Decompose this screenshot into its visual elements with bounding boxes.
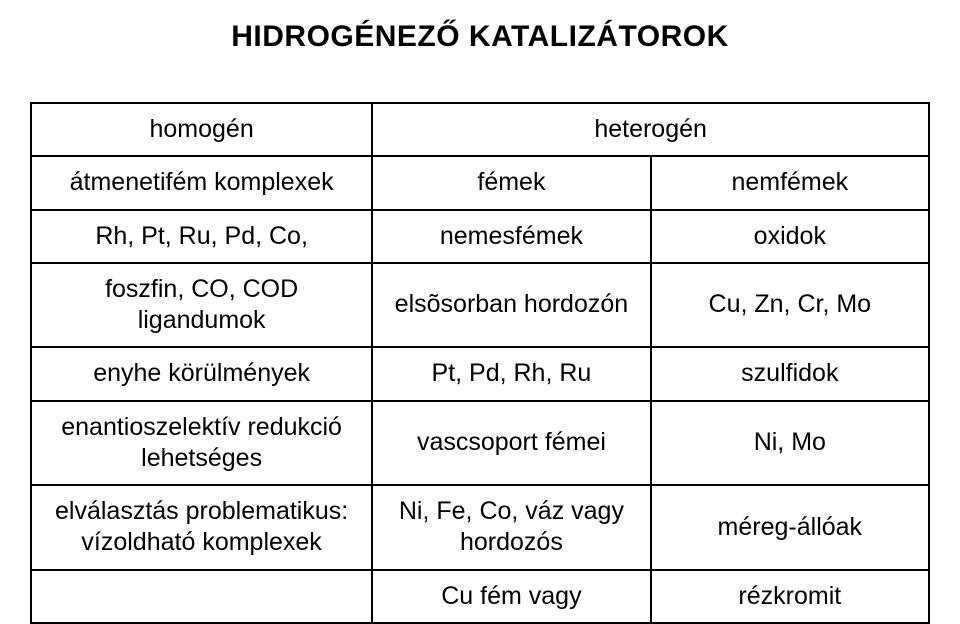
table-row: enantioszelektív redukciólehetséges vasc…	[31, 401, 929, 486]
table-row: foszfin, CO, CODligandumok elsõsorban ho…	[31, 263, 929, 348]
cell: elsõsorban hordozón	[372, 263, 650, 348]
cell: elválasztás problematikus:vízoldható kom…	[31, 485, 372, 570]
header-heterogen: heterogén	[372, 103, 929, 156]
cell	[31, 570, 372, 623]
table-header-row-1: homogén heterogén	[31, 103, 929, 156]
cell: szulfidok	[651, 347, 929, 400]
table-row: elválasztás problematikus:vízoldható kom…	[31, 485, 929, 570]
cell: Ni, Fe, Co, váz vagyhordozós	[372, 485, 650, 570]
cell: Ni, Mo	[651, 401, 929, 486]
cell: enantioszelektív redukciólehetséges	[31, 401, 372, 486]
table-row: Cu fém vagy rézkromit	[31, 570, 929, 623]
table-row: Rh, Pt, Ru, Pd, Co, nemesfémek oxidok	[31, 210, 929, 263]
header-homogen: homogén	[31, 103, 372, 156]
subheader-col2: fémek	[372, 156, 650, 209]
cell: Cu fém vagy	[372, 570, 650, 623]
cell: foszfin, CO, CODligandumok	[31, 263, 372, 348]
subheader-col3: nemfémek	[651, 156, 929, 209]
cell: vascsoport fémei	[372, 401, 650, 486]
catalyst-table: homogén heterogén átmenetifém komplexek …	[30, 102, 930, 624]
cell: méreg-állóak	[651, 485, 929, 570]
table-row: enyhe körülmények Pt, Pd, Rh, Ru szulfid…	[31, 347, 929, 400]
subheader-col1: átmenetifém komplexek	[31, 156, 372, 209]
cell: Rh, Pt, Ru, Pd, Co,	[31, 210, 372, 263]
cell: nemesfémek	[372, 210, 650, 263]
page-title: HIDROGÉNEZŐ KATALIZÁTOROK	[30, 20, 930, 54]
cell: oxidok	[651, 210, 929, 263]
cell: Cu, Zn, Cr, Mo	[651, 263, 929, 348]
cell: enyhe körülmények	[31, 347, 372, 400]
cell: Pt, Pd, Rh, Ru	[372, 347, 650, 400]
cell: rézkromit	[651, 570, 929, 623]
table-header-row-2: átmenetifém komplexek fémek nemfémek	[31, 156, 929, 209]
